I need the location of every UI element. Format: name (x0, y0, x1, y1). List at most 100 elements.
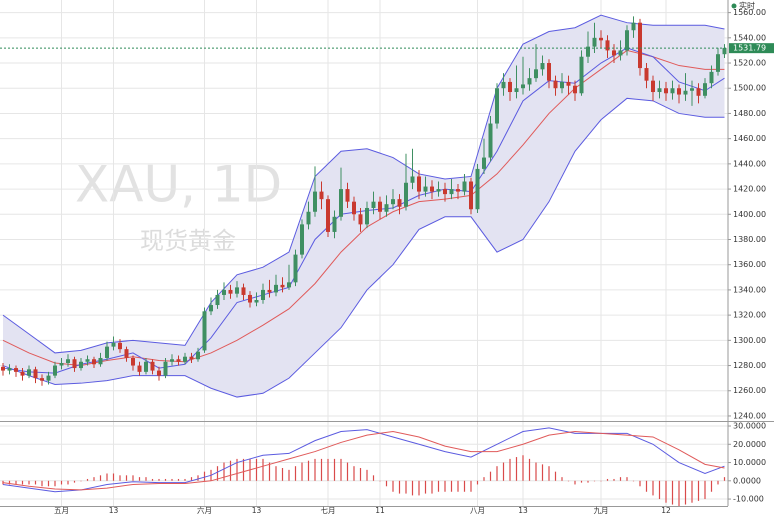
candle-body (313, 191, 317, 212)
candle-body (105, 346, 109, 358)
macd-histogram-bar (665, 480, 667, 503)
macd-histogram-bar (476, 480, 479, 485)
candle-body (33, 369, 38, 379)
candle-body (196, 351, 200, 360)
y-tick-label: 1300.00 (733, 336, 766, 345)
candle-body (92, 359, 96, 365)
candle-body (326, 199, 330, 232)
candle-body (664, 88, 668, 94)
macd-histogram-bar (203, 471, 206, 481)
candle-body (306, 211, 311, 225)
macd-histogram-bar (515, 457, 518, 481)
macd-histogram-bar (21, 480, 24, 485)
macd-histogram-bar (80, 480, 82, 482)
y-tick-label: 1320.00 (733, 311, 766, 320)
macd-histogram-bar (164, 478, 167, 481)
macd-histogram-bar (281, 468, 284, 481)
macd-histogram-bar (268, 462, 271, 481)
candle-body (670, 88, 675, 94)
band-fill (3, 15, 725, 398)
candle-body (72, 359, 77, 369)
watermark-subtitle: 现货黄金 (140, 227, 236, 255)
candle-body (469, 181, 473, 210)
macd-histogram-bar (502, 462, 505, 481)
macd-histogram-bar (613, 478, 615, 481)
macd-histogram-bar (561, 477, 563, 481)
macd-histogram-bar (522, 455, 524, 481)
macd-histogram-bar (106, 473, 108, 481)
candle-body (618, 50, 623, 56)
candle-body (241, 287, 246, 295)
candle-body (592, 37, 597, 47)
candle-body (189, 356, 194, 360)
macd-histogram-bar (112, 473, 115, 481)
candle-body (547, 63, 551, 81)
candle-body (339, 189, 343, 217)
macd-histogram-bar (294, 466, 297, 481)
y-tick-label: 1380.00 (733, 235, 766, 244)
macd-histogram-bar (658, 480, 661, 500)
candle-body (573, 85, 577, 94)
candle-body (358, 214, 363, 225)
candle-body (150, 361, 155, 371)
y-tick-label: 1400.00 (733, 210, 766, 219)
macd-histogram-bar (99, 475, 102, 481)
y-tick-label: 1500.00 (733, 84, 766, 93)
band-lower (2, 97, 725, 398)
candle-body (631, 22, 636, 31)
macd-histogram-bar (411, 480, 414, 496)
macd-histogram-bar (340, 458, 342, 481)
y-tick-label: 1240.00 (733, 411, 766, 420)
macd-histogram-bar (54, 480, 56, 487)
candle-body (449, 189, 454, 195)
candle-body (495, 88, 499, 124)
macd-histogram-bar (418, 480, 420, 496)
candle-body (27, 369, 31, 376)
macd-histogram-bar (301, 462, 303, 481)
macd-histogram-bar (574, 480, 576, 485)
candle-body (690, 88, 694, 91)
macd-histogram-bar (132, 475, 134, 481)
macd-histogram-bar (671, 480, 674, 505)
macd-histogram-bar (307, 460, 310, 481)
candle-body (521, 84, 525, 89)
candle-body (462, 181, 467, 192)
macd-histogram-bar (398, 480, 401, 494)
candle-body (579, 56, 584, 94)
macd-histogram-bar (197, 475, 199, 481)
macd-histogram-bar (652, 480, 654, 496)
macd-histogram-bar (567, 480, 570, 482)
x-tick-label: 八月 (470, 506, 485, 515)
candle-body (274, 284, 278, 293)
candle-body (443, 189, 447, 195)
macd-histogram-bar (47, 480, 50, 487)
candle-body (209, 305, 213, 312)
candle-body (534, 69, 538, 79)
macd-histogram-bar (593, 480, 596, 482)
watermark: XAU, 1D (75, 156, 282, 214)
candle-body (638, 22, 642, 69)
macd-histogram-bar (587, 480, 589, 483)
macd-histogram-bar (405, 480, 407, 494)
x-tick-label: 七月 (321, 506, 336, 515)
candle-body (345, 189, 350, 202)
candle-body (488, 123, 493, 158)
candle-body (20, 371, 25, 376)
candle-body (365, 207, 369, 225)
candle-body (163, 361, 168, 376)
macd-histogram-bar (93, 477, 95, 481)
macd-histogram-bar (697, 480, 700, 501)
macd-histogram-bar (554, 471, 557, 481)
macd-histogram-bar (489, 471, 492, 481)
macd-histogram-bar (151, 478, 154, 481)
macd-histogram-bar (606, 478, 609, 481)
candle-body (722, 47, 727, 55)
macd-histogram-bar (483, 477, 485, 481)
macd-histogram-bar (275, 466, 277, 481)
macd-histogram-bar (314, 458, 316, 481)
y-tick-label: 1560.00 (733, 8, 766, 17)
candle-body (222, 289, 226, 295)
macd-histogram-bar (496, 466, 498, 481)
macd-histogram-bar (171, 478, 173, 481)
status-label: 实时 (739, 1, 755, 11)
